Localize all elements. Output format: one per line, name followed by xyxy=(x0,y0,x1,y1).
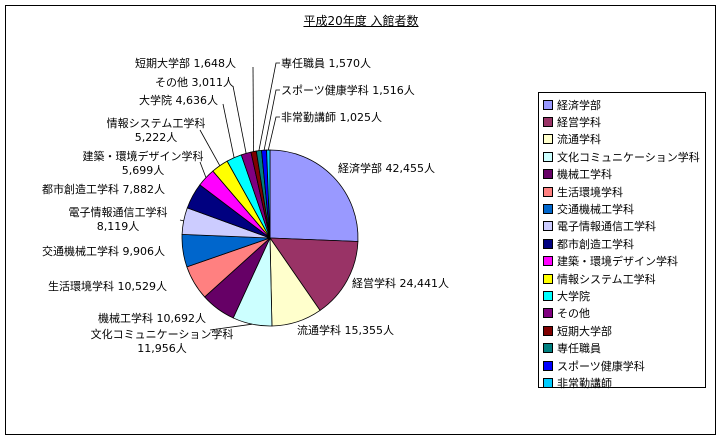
chart-title: 平成20年度 入館者数 xyxy=(303,14,419,28)
legend-swatch xyxy=(543,325,553,336)
slice-label: その他 3,011人 xyxy=(155,76,234,89)
legend-swatch xyxy=(543,308,553,319)
leader-line xyxy=(258,62,280,151)
legend-swatch xyxy=(543,238,553,249)
legend-swatch xyxy=(543,117,553,128)
legend-item: 都市創造工学科 xyxy=(543,235,705,252)
legend-swatch xyxy=(543,204,553,215)
legend-label: 大学院 xyxy=(557,289,590,303)
legend-item: 交通機械工学科 xyxy=(543,200,705,217)
slice-label: スポーツ健康学科 1,516人 xyxy=(281,83,415,97)
legend-item: 機械工学科 xyxy=(543,166,705,183)
legend-label: 情報システム工学科 xyxy=(557,272,656,286)
legend-label: 非常勤講師 xyxy=(557,376,612,390)
slice-label: 大学院 4,636人 xyxy=(139,93,218,107)
legend-label: 短期大学部 xyxy=(557,324,612,338)
legend: 経済学部経営学科流通学科文化コミュニケーション学科 機械工学科生活環境学科 交通機械… xyxy=(538,92,706,391)
leader-line xyxy=(179,219,184,222)
legend-swatch xyxy=(543,99,553,110)
slice-label: 建築・環境デザイン学科 5,699人 xyxy=(83,149,204,177)
legend-label: 経済学部 xyxy=(557,98,601,112)
legend-label: 機械工学科 xyxy=(557,168,612,182)
leader-line xyxy=(209,323,253,331)
legend-label: 建築・環境デザイン学科 xyxy=(557,255,678,269)
leader-line xyxy=(199,129,221,166)
legend-item: 経済学部 xyxy=(543,96,705,113)
slice-label: 情報システム工学科 5,222人 xyxy=(107,116,206,144)
legend-label: 専任職員 xyxy=(557,342,601,356)
leader-line xyxy=(267,116,280,151)
slice-label: 文化コミュニケーション学科 11,956人 xyxy=(91,327,234,355)
legend-label: 電子情報通信工学科 xyxy=(557,220,656,234)
legend-item: 専任職員 xyxy=(543,339,705,356)
slice-label: 短期大学部 1,648人 xyxy=(135,56,236,70)
slice-label: 非常勤講師 1,025人 xyxy=(281,110,382,124)
legend-label: スポーツ健康学科 xyxy=(557,359,645,373)
slice-label: 都市創造工学科 7,882人 xyxy=(42,182,165,196)
pie-slice xyxy=(269,149,359,242)
leader-line xyxy=(222,103,235,158)
legend-item: 非常勤講師 xyxy=(543,374,705,391)
slice-label: 流通学科 15,355人 xyxy=(297,323,394,337)
leader-line xyxy=(232,85,247,154)
legend-item: 短期大学部 xyxy=(543,322,705,339)
slice-label: 経済学部 42,455人 xyxy=(338,161,435,175)
legend-swatch xyxy=(543,221,553,232)
slice-label: 電子情報通信工学科 8,119人 xyxy=(69,205,168,233)
legend-label: 流通学科 xyxy=(557,133,601,147)
legend-label: 生活環境学科 xyxy=(557,185,623,199)
legend-swatch xyxy=(543,186,553,197)
legend-swatch xyxy=(543,377,553,388)
legend-swatch xyxy=(543,134,553,145)
legend-item: 電子情報通信工学科 xyxy=(543,218,705,235)
legend-swatch xyxy=(543,343,553,354)
leader-line xyxy=(252,66,254,152)
legend-swatch xyxy=(543,151,553,162)
legend-swatch xyxy=(543,273,553,284)
legend-swatch xyxy=(543,256,553,267)
legend-item: 建築・環境デザイン学科 xyxy=(543,253,705,270)
legend-item: その他 xyxy=(543,305,705,322)
slice-label: 経営学科 24,441人 xyxy=(352,276,449,290)
leader-line xyxy=(263,89,280,151)
legend-label: 文化コミュニケーション学科 xyxy=(557,150,700,164)
slice-label: 生活環境学科 10,529人 xyxy=(48,279,167,293)
legend-swatch xyxy=(543,360,553,371)
legend-item: 大学院 xyxy=(543,287,705,304)
legend-swatch xyxy=(543,169,553,180)
legend-label: その他 xyxy=(557,307,590,321)
slice-label: 機械工学科 10,692人 xyxy=(98,311,206,325)
legend-label: 都市創造工学科 xyxy=(557,237,634,251)
legend-item: 経営学科 xyxy=(543,113,705,130)
pie-slice xyxy=(266,149,271,239)
legend-item: 生活環境学科 xyxy=(543,183,705,200)
pie-slice xyxy=(269,237,359,311)
legend-swatch xyxy=(543,290,553,301)
legend-item: 流通学科 xyxy=(543,131,705,148)
legend-item: 文化コミュニケーション学科 xyxy=(543,148,705,165)
legend-item: 情報システム工学科 xyxy=(543,270,705,287)
legend-label: 交通機械工学科 xyxy=(557,203,634,217)
legend-label: 経営学科 xyxy=(557,116,601,130)
slice-label: 交通機械工学科 9,906人 xyxy=(42,244,165,258)
slice-label: 専任職員 1,570人 xyxy=(281,57,371,70)
legend-item: スポーツ健康学科 xyxy=(543,357,705,374)
leader-line xyxy=(199,161,207,178)
